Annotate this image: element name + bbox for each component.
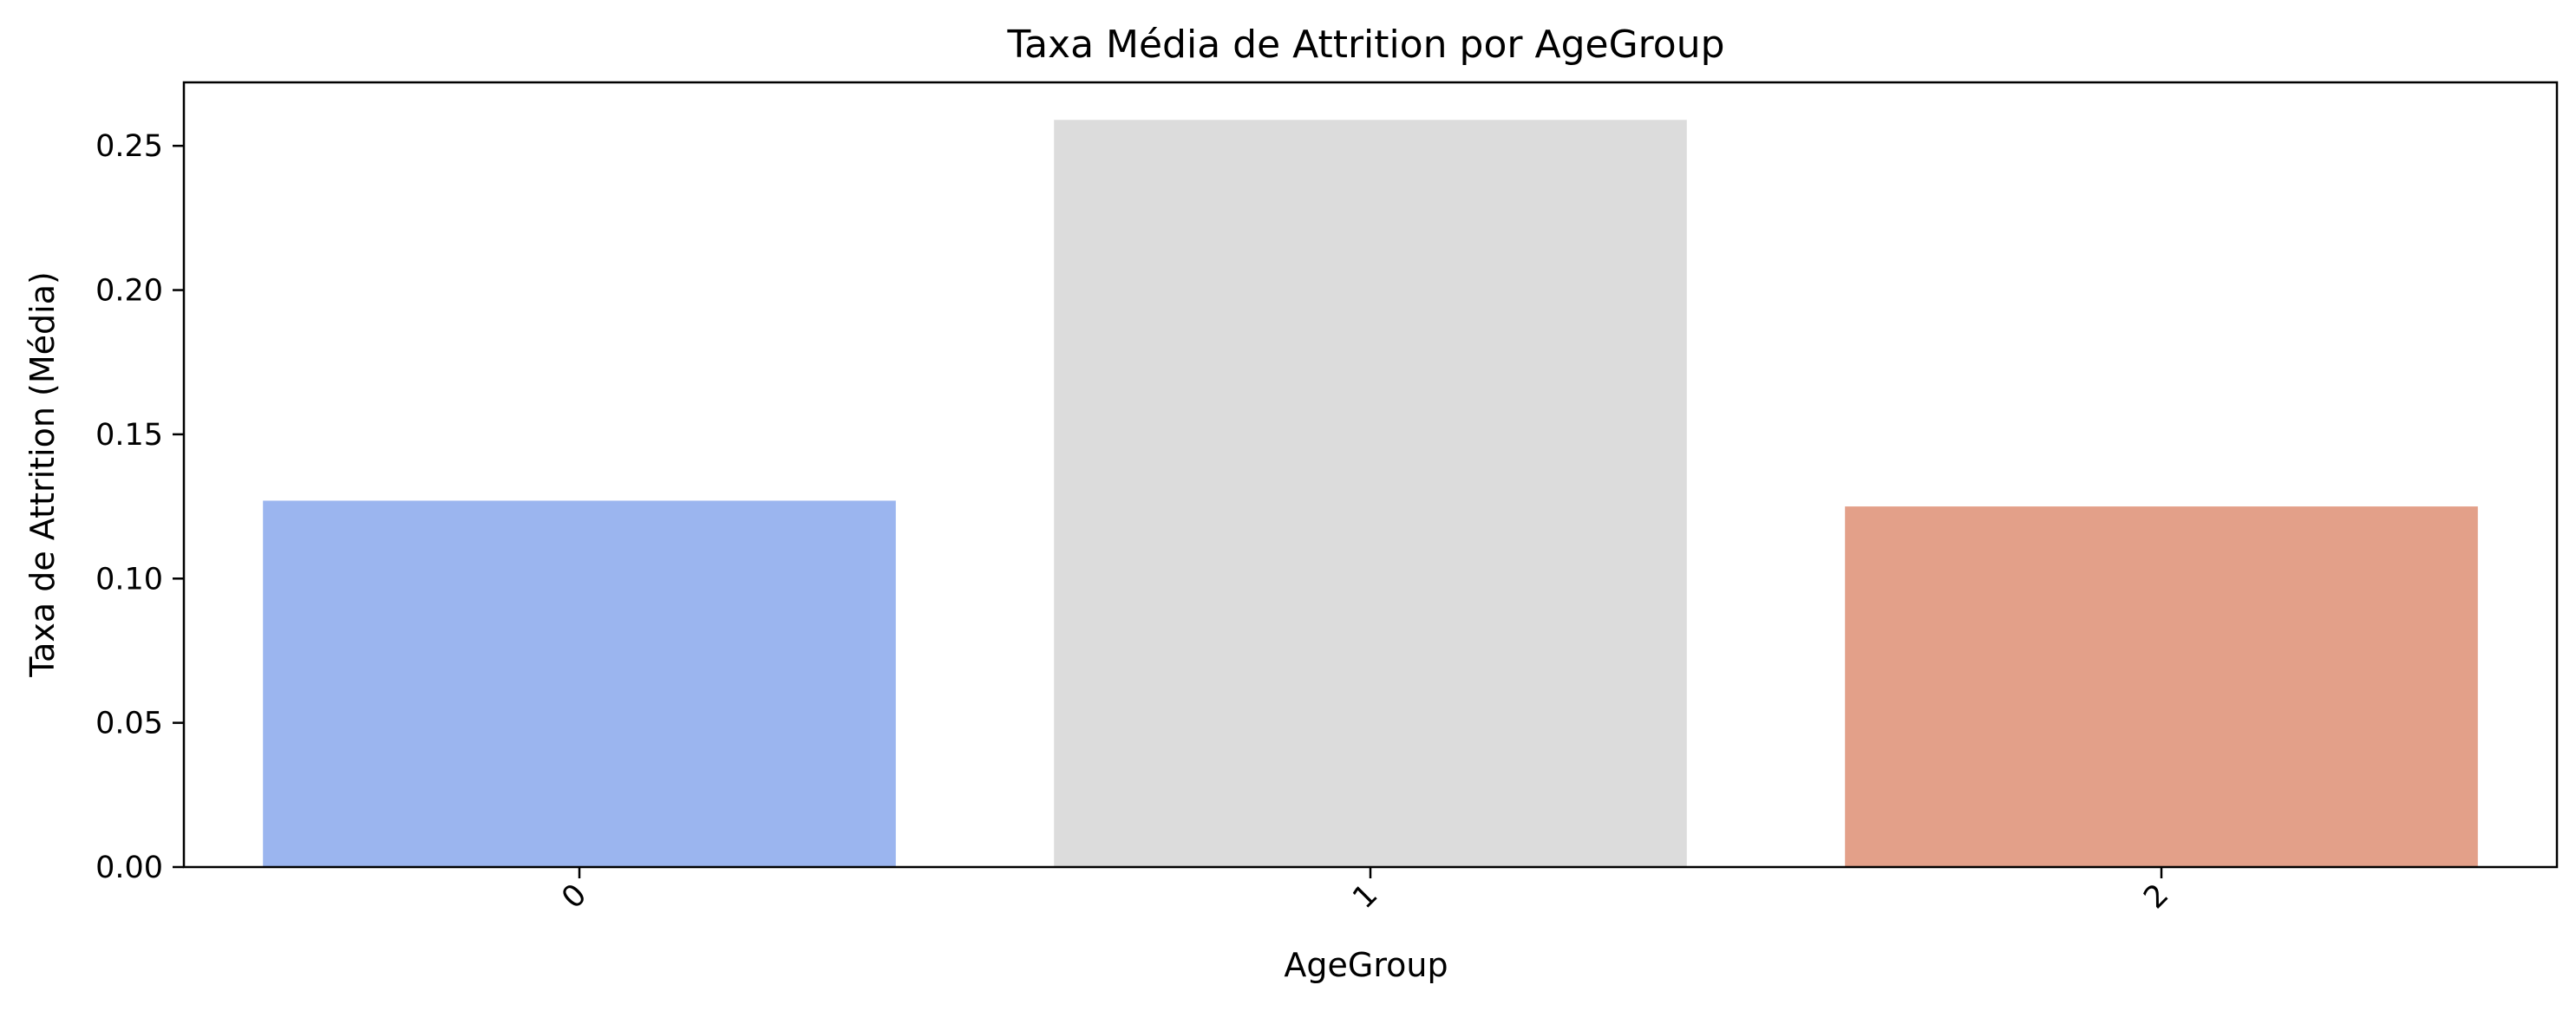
y-axis-ticks: 0.00 0.05 0.10 0.15 0.20 0.25 bbox=[95, 129, 184, 885]
y-tick-label: 0.15 bbox=[95, 418, 163, 453]
y-tick-label: 0.10 bbox=[95, 562, 163, 597]
chart-title: Taxa Média de Attrition por AgeGroup bbox=[1006, 23, 1724, 67]
y-axis-label: Taxa de Attrition (Média) bbox=[23, 271, 62, 678]
x-axis-label: AgeGroup bbox=[1284, 946, 1448, 984]
x-tick-label: 1 bbox=[1346, 877, 1384, 916]
bars-group bbox=[263, 120, 2478, 868]
x-axis-ticks: 0 1 2 bbox=[555, 867, 2175, 916]
y-tick-label: 0.05 bbox=[95, 707, 163, 741]
y-tick-label: 0.20 bbox=[95, 274, 163, 309]
bar-0 bbox=[263, 500, 896, 867]
y-tick-label: 0.00 bbox=[95, 851, 163, 885]
bar-1 bbox=[1054, 120, 1687, 868]
bar-2 bbox=[1845, 506, 2478, 867]
x-tick-label: 0 bbox=[555, 877, 593, 916]
y-tick-label: 0.25 bbox=[95, 129, 163, 164]
x-tick-label: 2 bbox=[2137, 877, 2175, 916]
